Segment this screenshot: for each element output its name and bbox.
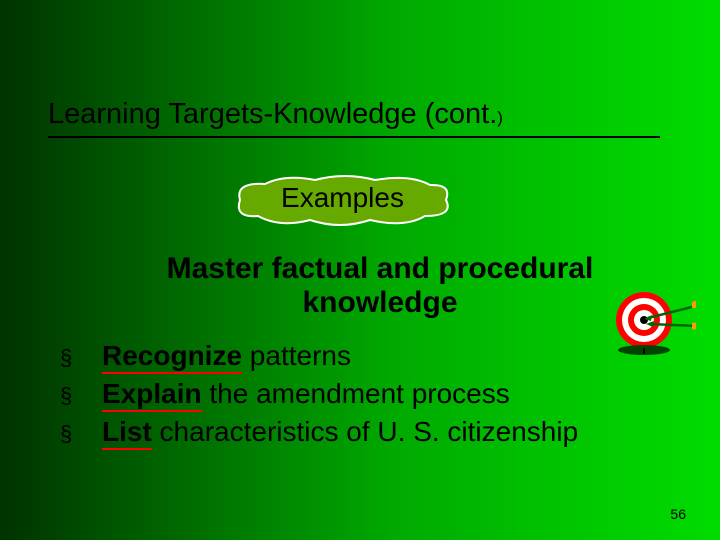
bullet-marker: §: [60, 421, 102, 447]
slide: Learning Targets-Knowledge (cont.) Examp…: [0, 0, 720, 540]
list-item: § Recognize patterns: [60, 340, 578, 372]
bullet-marker: §: [60, 383, 102, 409]
bullet-text: List characteristics of U. S. citizenshi…: [102, 416, 578, 448]
bullet-text: Explain the amendment process: [102, 378, 510, 410]
title-underline: [48, 136, 660, 138]
callout-label: Examples: [230, 182, 455, 214]
page-number: 56: [670, 506, 686, 522]
target-icon: [614, 278, 696, 358]
slide-title: Learning Targets-Knowledge (cont.): [48, 98, 503, 130]
list-item: § List characteristics of U. S. citizens…: [60, 416, 578, 448]
list-item: § Explain the amendment process: [60, 378, 578, 410]
examples-callout: Examples: [230, 170, 455, 230]
bullet-list: § Recognize patterns § Explain the amend…: [60, 340, 578, 454]
subtitle: Master factual and procedural knowledge: [100, 252, 660, 320]
bullet-text: Recognize patterns: [102, 340, 351, 372]
bullet-marker: §: [60, 345, 102, 371]
slide-title-block: Learning Targets-Knowledge (cont.): [48, 98, 660, 138]
